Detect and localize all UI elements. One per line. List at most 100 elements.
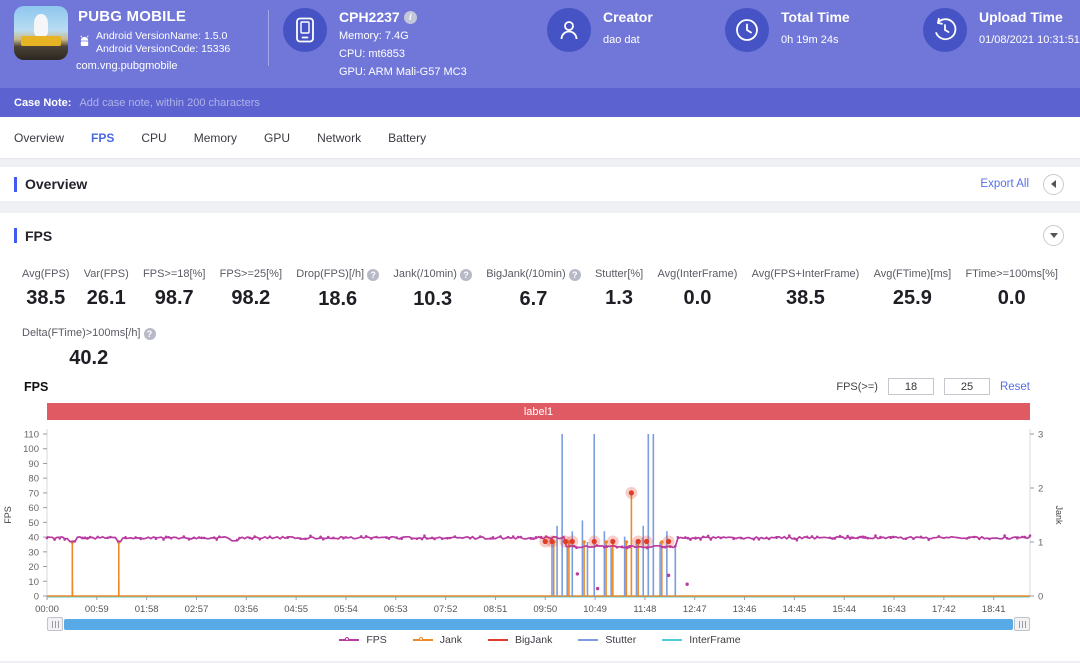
legend-item-interframe[interactable]: InterFrame <box>662 634 740 646</box>
metric-label: BigJank(/10min)? <box>486 268 580 281</box>
app-icon-art <box>34 14 48 36</box>
metric: FTime>=100ms[%]0.0 <box>965 268 1058 311</box>
creator-icon <box>547 8 591 52</box>
svg-text:12:47: 12:47 <box>683 604 707 615</box>
case-note-bar[interactable]: Case Note: Add case note, within 200 cha… <box>0 88 1080 117</box>
metric-label: Drop(FPS)[/h]? <box>296 268 379 281</box>
metric-value: 98.2 <box>220 287 282 310</box>
collapse-left-button[interactable] <box>1043 174 1064 195</box>
legend-item-jank[interactable]: Jank <box>413 634 462 646</box>
scrollbar-left-handle[interactable] <box>47 617 63 631</box>
upload-time-value: 01/08/2021 10:31:51 <box>979 33 1080 47</box>
fps-threshold-input-2[interactable] <box>944 378 990 395</box>
export-all-link[interactable]: Export All <box>980 178 1029 190</box>
app-icon <box>14 6 68 60</box>
svg-text:100: 100 <box>23 444 39 455</box>
reset-link[interactable]: Reset <box>1000 381 1030 393</box>
svg-text:00:00: 00:00 <box>35 604 59 615</box>
metric: Delta(FTime)>100ms[/h]?40.2 <box>22 327 156 370</box>
device-cpu: CPU: mt6853 <box>339 47 467 61</box>
svg-text:15:44: 15:44 <box>832 604 856 615</box>
grip-icon <box>52 621 59 628</box>
help-icon[interactable]: ? <box>460 269 472 281</box>
tab-cpu[interactable]: CPU <box>141 131 166 145</box>
svg-text:10:49: 10:49 <box>583 604 607 615</box>
svg-text:80: 80 <box>28 474 39 485</box>
legend-label: BigJank <box>515 634 552 646</box>
svg-text:FPS: FPS <box>3 506 13 524</box>
tab-network[interactable]: Network <box>317 131 361 145</box>
metric-value: 0.0 <box>657 287 737 310</box>
metric-label: Avg(InterFrame) <box>657 268 737 280</box>
tab-battery[interactable]: Battery <box>388 131 426 145</box>
chart-title: FPS <box>24 380 48 394</box>
metric-label: Jank(/10min)? <box>393 268 472 281</box>
help-icon[interactable]: ? <box>569 269 581 281</box>
svg-text:14:45: 14:45 <box>782 604 806 615</box>
legend-item-bigjank[interactable]: BigJank <box>488 634 552 646</box>
section-accent-bar <box>14 177 17 192</box>
metric: Avg(FPS+InterFrame)38.5 <box>752 268 860 311</box>
upload-time-icon <box>923 8 967 52</box>
help-icon[interactable]: ? <box>367 269 379 281</box>
metric-value: 38.5 <box>22 287 69 310</box>
triangle-down-icon <box>1050 233 1058 238</box>
legend-item-fps[interactable]: FPS <box>339 634 386 646</box>
svg-text:1: 1 <box>1038 538 1043 549</box>
metric-label: FPS>=18[%] <box>143 268 205 280</box>
svg-text:02:57: 02:57 <box>185 604 209 615</box>
creator-block: Creator dao dat <box>547 6 699 88</box>
legend-swatch <box>662 639 682 641</box>
total-time-block: Total Time 0h 19m 24s <box>725 6 897 88</box>
tab-gpu[interactable]: GPU <box>264 131 290 145</box>
svg-text:10: 10 <box>28 577 39 588</box>
fps-section-title: FPS <box>25 228 52 244</box>
fps-chart-svg[interactable]: 01020304050607080901001100123FPSJank00:0… <box>0 424 1080 616</box>
legend-marker-dot <box>419 637 423 641</box>
scrollbar-track[interactable] <box>64 619 1013 630</box>
svg-text:05:54: 05:54 <box>334 604 358 615</box>
metric-value: 25.9 <box>874 287 952 310</box>
grip-icon <box>1019 621 1026 628</box>
device-block: CPH2237i Memory: 7.4G CPU: mt6853 GPU: A… <box>283 6 521 88</box>
help-icon[interactable]: ? <box>144 328 156 340</box>
svg-text:03:56: 03:56 <box>234 604 258 615</box>
device-info-icon[interactable]: i <box>404 11 417 24</box>
fps-threshold-input-1[interactable] <box>888 378 934 395</box>
overview-section: Overview Export All <box>0 167 1080 201</box>
fps-chart-area[interactable]: label1 01020304050607080901001100123FPSJ… <box>0 403 1080 646</box>
metric-value: 40.2 <box>22 347 156 370</box>
scrollbar-right-handle[interactable] <box>1014 617 1030 631</box>
legend-swatch <box>578 639 598 641</box>
svg-text:17:42: 17:42 <box>932 604 956 615</box>
svg-text:40: 40 <box>28 533 39 544</box>
case-note-input[interactable]: Add case note, within 200 characters <box>79 97 259 109</box>
svg-text:08:51: 08:51 <box>484 604 508 615</box>
legend-item-stutter[interactable]: Stutter <box>578 634 636 646</box>
metric-value: 10.3 <box>393 288 472 311</box>
device-model: CPH2237i <box>339 9 467 25</box>
legend-label: InterFrame <box>689 634 740 646</box>
metric-value: 38.5 <box>752 287 860 310</box>
svg-text:50: 50 <box>28 518 39 529</box>
legend-label: Stutter <box>605 634 636 646</box>
metric-value: 1.3 <box>595 287 643 310</box>
case-note-label: Case Note: <box>14 97 71 109</box>
svg-text:Jank: Jank <box>1054 505 1064 525</box>
metric-label: Avg(FPS) <box>22 268 69 280</box>
metric: Drop(FPS)[/h]?18.6 <box>296 268 379 311</box>
tab-memory[interactable]: Memory <box>194 131 237 145</box>
app-icon-badge <box>21 36 61 46</box>
metric-label: Avg(FTime)[ms] <box>874 268 952 280</box>
tab-overview[interactable]: Overview <box>14 131 64 145</box>
fps-metrics-row2: Delta(FTime)>100ms[/h]?40.2 <box>0 327 1080 370</box>
total-time-label: Total Time <box>781 9 850 25</box>
collapse-down-button[interactable] <box>1043 225 1064 246</box>
chart-label-banner: label1 <box>47 403 1030 420</box>
android-icon <box>78 35 91 48</box>
tab-fps[interactable]: FPS <box>91 131 114 145</box>
legend-label: FPS <box>366 634 386 646</box>
chart-scrollbar <box>47 617 1030 631</box>
device-memory: Memory: 7.4G <box>339 29 467 43</box>
metric: Avg(InterFrame) 0.0 <box>657 268 737 311</box>
